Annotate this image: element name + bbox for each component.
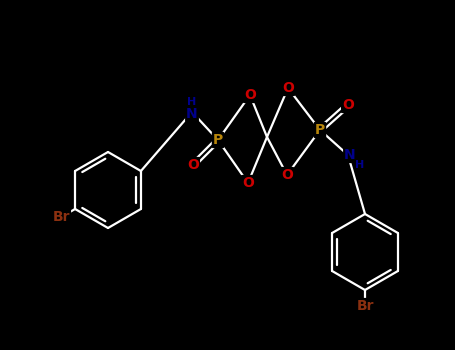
Text: O: O (242, 176, 254, 190)
Text: O: O (244, 88, 256, 102)
Text: N: N (186, 107, 198, 121)
Text: O: O (281, 168, 293, 182)
Text: H: H (355, 160, 364, 170)
Text: O: O (342, 98, 354, 112)
Text: Br: Br (356, 299, 374, 313)
Text: O: O (282, 81, 294, 95)
Text: P: P (213, 133, 223, 147)
Text: Br: Br (52, 210, 70, 224)
Text: P: P (315, 123, 325, 137)
Text: H: H (187, 97, 197, 107)
Text: N: N (344, 148, 356, 162)
Text: O: O (187, 158, 199, 172)
